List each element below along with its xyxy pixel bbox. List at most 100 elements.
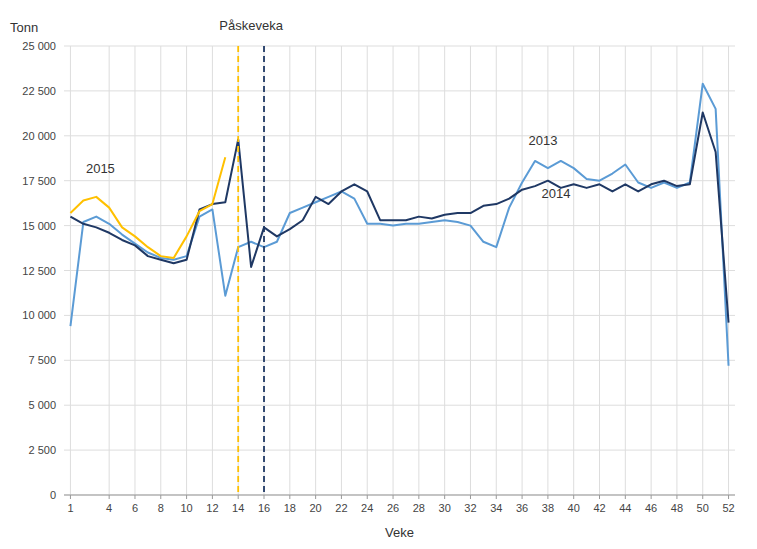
x-grid-line [599, 46, 600, 495]
x-tick-label: 52 [722, 502, 734, 514]
y-tick-label: 0 [50, 489, 56, 501]
y-grid-line [64, 46, 735, 47]
x-grid-line [496, 46, 497, 495]
x-tick [625, 495, 626, 499]
x-tick-label: 24 [361, 502, 373, 514]
chart-svg: 0 2 500 5 000 7 500 10 000 12 500 15 000 17 500… [0, 0, 757, 549]
x-tick-label: 1 [67, 502, 73, 514]
x-tick [289, 495, 290, 499]
x-grid-line [651, 46, 652, 495]
y-grid-line [64, 315, 735, 316]
x-grid-line [212, 46, 213, 495]
x-tick [599, 495, 600, 499]
x-grid-line [676, 46, 677, 495]
y-axis: 0 2 500 5 000 7 500 10 000 12 500 15 000 17 500… [22, 40, 56, 501]
x-grid-line [186, 46, 187, 495]
x-tick-label: 12 [206, 502, 218, 514]
x-grid-line [109, 46, 110, 495]
x-tick-label: 6 [132, 502, 138, 514]
x-tick-label: 50 [697, 502, 709, 514]
x-tick [212, 495, 213, 499]
annotation: 2014 [541, 186, 570, 201]
y-grid-line [64, 270, 735, 271]
x-tick-label: 18 [284, 502, 296, 514]
y-grid-line [64, 180, 735, 181]
x-tick-label: 4 [106, 502, 112, 514]
reference-line [263, 46, 265, 495]
x-tick-label: 10 [180, 502, 192, 514]
grid [64, 46, 735, 495]
x-tick-label: 44 [619, 502, 631, 514]
x-tick [547, 495, 548, 499]
x-grid-line [238, 46, 239, 495]
y-tick-label: 25 000 [22, 40, 56, 52]
x-tick-label: 26 [387, 502, 399, 514]
annotations: Påskeveka 2015 2013 2014 [86, 18, 570, 202]
annotation: Påskeveka [219, 18, 283, 33]
x-grid-line [315, 46, 316, 495]
plot-area [70, 46, 728, 495]
x-tick-label: 42 [593, 502, 605, 514]
x-tick [367, 495, 368, 499]
x-grid-line [418, 46, 419, 495]
y-grid-line [64, 495, 735, 496]
x-axis-line [64, 495, 735, 496]
x-tick-label: 22 [335, 502, 347, 514]
x-tick-label: 8 [158, 502, 164, 514]
x-grid-line [264, 46, 265, 495]
x-tick-label: 34 [490, 502, 502, 514]
x-tick [573, 495, 574, 499]
y-tick-label: 22 500 [22, 85, 56, 97]
x-tick [444, 495, 445, 499]
x-tick-label: 38 [542, 502, 554, 514]
x-tick [315, 495, 316, 499]
y-tick-label: 17 500 [22, 175, 56, 187]
y-tick-label: 12 500 [22, 265, 56, 277]
x-grid-line [393, 46, 394, 495]
x-grid-line [470, 46, 471, 495]
y-grid-line [64, 90, 735, 91]
x-tick [702, 495, 703, 499]
x-tick [341, 495, 342, 499]
x-tick [109, 495, 110, 499]
x-grid-line [573, 46, 574, 495]
y-tick-label: 5 000 [28, 399, 56, 411]
x-tick-label: 46 [645, 502, 657, 514]
x-grid-line [547, 46, 548, 495]
x-tick-label: 20 [310, 502, 322, 514]
x-tick [264, 495, 265, 499]
y-tick-label: 10 000 [22, 309, 56, 321]
chart-container: 0 2 500 5 000 7 500 10 000 12 500 15 000 17 500… [0, 0, 757, 549]
x-tick-label: 48 [671, 502, 683, 514]
y-tick-label: 7 500 [28, 354, 56, 366]
x-grid-line [367, 46, 368, 495]
x-grid-line [625, 46, 626, 495]
x-tick [728, 495, 729, 499]
x-tick [186, 495, 187, 499]
x-tick-label: 16 [258, 502, 270, 514]
y-grid-line [64, 360, 735, 361]
x-tick [676, 495, 677, 499]
x-tick [238, 495, 239, 499]
x-grid-line [70, 46, 71, 495]
annotation: 2013 [529, 133, 558, 148]
y-tick-label: 2 500 [28, 444, 56, 456]
x-tick-label: 36 [516, 502, 528, 514]
x-grid-line [522, 46, 523, 495]
x-tick [70, 495, 71, 499]
x-tick [522, 495, 523, 499]
x-axis-label: Veke [385, 525, 414, 540]
x-grid-line [289, 46, 290, 495]
x-tick-label: 30 [439, 502, 451, 514]
y-grid-line [64, 450, 735, 451]
annotation: 2015 [86, 161, 115, 176]
y-tick-label: 15 000 [22, 220, 56, 232]
series-line [70, 84, 728, 366]
series-line [70, 112, 728, 322]
x-tick-label: 32 [464, 502, 476, 514]
x-tick-label: 28 [413, 502, 425, 514]
x-tick [418, 495, 419, 499]
y-axis-label: Tonn [10, 20, 38, 35]
x-grid-line [160, 46, 161, 495]
x-tick [134, 495, 135, 499]
